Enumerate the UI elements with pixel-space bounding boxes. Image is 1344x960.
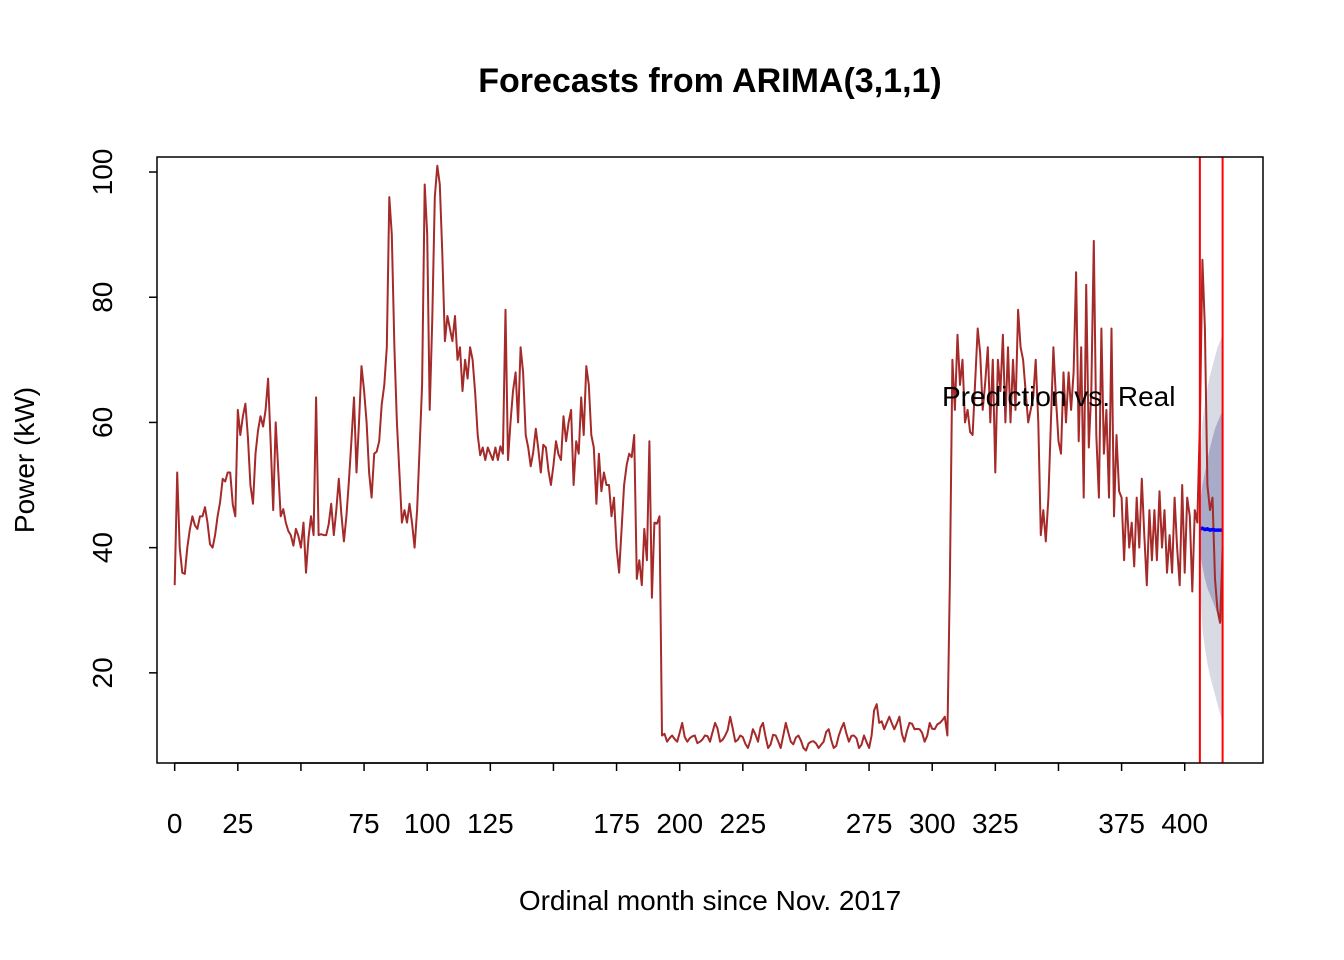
prediction-interval-80 xyxy=(1199,409,1223,623)
x-tick-label: 275 xyxy=(846,808,893,839)
x-tick-label: 75 xyxy=(348,808,379,839)
prediction-annotation: Prediction vs. Real xyxy=(942,381,1175,412)
y-tick-label: 60 xyxy=(87,407,118,438)
forecast-mean-line xyxy=(1199,526,1223,532)
x-tick-label: 0 xyxy=(167,808,183,839)
x-tick-label: 375 xyxy=(1098,808,1145,839)
y-tick-label: 100 xyxy=(87,149,118,196)
actual-power-line xyxy=(173,164,1224,752)
y-tick-label: 20 xyxy=(87,657,118,688)
x-tick-label: 400 xyxy=(1161,808,1208,839)
x-tick-label: 175 xyxy=(593,808,640,839)
x-tick-label: 300 xyxy=(909,808,956,839)
x-tick-label: 325 xyxy=(972,808,1019,839)
y-tick-label: 40 xyxy=(87,532,118,563)
vline-layer xyxy=(1198,157,1224,763)
x-axis-label: Ordinal month since Nov. 2017 xyxy=(519,885,901,916)
x-tick-label: 100 xyxy=(404,808,451,839)
series-layer xyxy=(173,164,1224,752)
x-tick-label: 200 xyxy=(656,808,703,839)
y-axis: 20 40 60 80 100 xyxy=(87,149,157,688)
chart-title: Forecasts from ARIMA(3,1,1) xyxy=(478,62,942,100)
x-tick-label: 125 xyxy=(467,808,514,839)
x-tick-label: 25 xyxy=(222,808,253,839)
x-axis: 0 25 75 100 125 175 200 225 275 300 325 375 400 xyxy=(167,762,1208,839)
y-axis-label: Power (kW) xyxy=(9,387,40,533)
y-tick-label: 80 xyxy=(87,282,118,313)
x-tick-label: 225 xyxy=(719,808,766,839)
